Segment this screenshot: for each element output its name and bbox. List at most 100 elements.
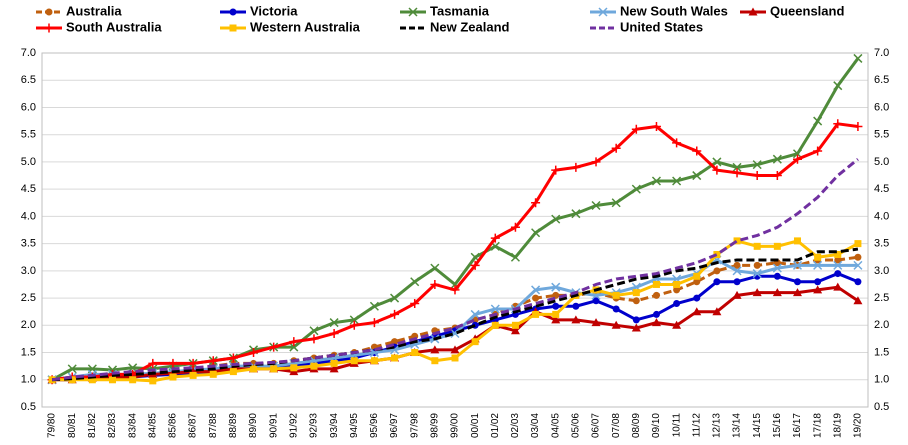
point-marker <box>692 307 702 316</box>
x-tick-label: 95/96 <box>369 413 380 438</box>
point-marker <box>270 365 278 373</box>
point-marker <box>612 305 620 313</box>
point-marker <box>490 304 500 314</box>
point-marker <box>229 368 237 376</box>
y2-tick-label: 3.0 <box>874 265 889 277</box>
point-marker <box>450 285 460 295</box>
x-tick-label: 09/10 <box>651 413 662 438</box>
point-marker <box>792 260 803 270</box>
series <box>51 158 859 382</box>
x-tick-label: 11/12 <box>691 413 702 438</box>
y-tick-label: 2.5 <box>21 292 36 304</box>
point-marker <box>249 348 259 358</box>
point-marker <box>510 252 520 262</box>
point-marker <box>552 302 560 310</box>
point-marker <box>833 119 843 129</box>
point-marker <box>712 307 722 316</box>
point-marker <box>692 171 702 181</box>
point-marker <box>813 146 823 156</box>
point-marker <box>410 277 420 287</box>
point-marker <box>490 233 500 243</box>
y2-tick-label: 0.5 <box>874 401 889 413</box>
point-marker <box>572 302 580 310</box>
point-marker <box>732 290 742 299</box>
point-marker <box>631 323 641 332</box>
x-tick-label: 13/14 <box>732 413 743 438</box>
point-marker <box>773 242 781 250</box>
point-marker <box>752 171 762 181</box>
point-marker <box>330 359 338 367</box>
x-tick-label: 98/99 <box>429 413 440 438</box>
series <box>47 119 863 385</box>
point-marker <box>772 263 782 273</box>
x-tick-label: 90/91 <box>268 413 279 438</box>
point-marker <box>591 318 601 327</box>
point-marker <box>712 157 722 167</box>
point-marker <box>289 342 299 352</box>
x-tick-label: 06/07 <box>591 413 602 438</box>
point-marker <box>693 272 701 280</box>
point-marker <box>631 124 641 134</box>
x-tick-label: 93/94 <box>329 413 340 438</box>
point-marker <box>391 354 399 362</box>
point-marker <box>208 356 218 366</box>
point-marker <box>672 138 682 148</box>
point-marker <box>853 260 863 270</box>
point-marker <box>228 353 238 363</box>
y-tick-label: 1.0 <box>21 374 36 386</box>
point-marker <box>833 260 843 270</box>
point-marker <box>813 285 823 294</box>
point-marker <box>591 200 601 211</box>
point-marker <box>651 122 661 132</box>
point-marker <box>168 358 178 368</box>
point-marker <box>551 282 561 292</box>
point-marker <box>571 315 581 324</box>
point-marker <box>470 309 480 319</box>
point-marker <box>713 251 721 259</box>
point-marker <box>309 326 319 336</box>
point-marker <box>329 318 339 328</box>
x-tick-label: 03/04 <box>530 413 541 438</box>
point-marker <box>772 171 782 181</box>
point-marker <box>309 334 319 344</box>
x-tick-label: 07/08 <box>611 413 622 438</box>
point-marker <box>853 122 863 132</box>
x-tick-label: 79/80 <box>47 413 58 438</box>
point-marker <box>632 316 640 324</box>
y-tick-label: 7.0 <box>21 47 36 59</box>
x-tick-label: 99/00 <box>450 413 461 438</box>
point-marker <box>853 296 863 305</box>
point-marker <box>189 371 197 379</box>
point-marker <box>732 162 742 172</box>
point-marker <box>752 288 762 297</box>
point-marker <box>752 269 762 279</box>
point-marker <box>67 364 77 374</box>
point-marker <box>712 165 722 175</box>
legend-label: Australia <box>66 3 122 18</box>
x-tick-label: 15/16 <box>772 413 783 438</box>
x-tick-label: 85/86 <box>168 413 179 438</box>
point-marker <box>814 253 822 261</box>
x-tick-label: 88/89 <box>228 413 239 438</box>
y-tick-label: 6.0 <box>21 101 36 113</box>
point-marker <box>772 154 782 164</box>
legend-marker <box>598 7 608 17</box>
y2-tick-label: 4.5 <box>874 183 889 195</box>
point-marker <box>430 263 440 273</box>
point-marker <box>129 376 137 384</box>
y-tick-label: 5.5 <box>21 129 36 141</box>
point-marker <box>431 357 439 365</box>
point-marker <box>531 285 541 295</box>
point-marker <box>632 297 640 305</box>
point-marker <box>672 320 682 329</box>
point-marker <box>693 278 701 286</box>
point-marker <box>149 377 157 385</box>
x-tick-label: 17/18 <box>812 413 823 438</box>
point-marker <box>753 242 761 250</box>
legend-label: Victoria <box>250 3 298 18</box>
point-marker <box>772 288 782 297</box>
point-marker <box>510 326 520 335</box>
x-tick-label: 14/15 <box>752 413 763 438</box>
point-marker <box>430 345 440 354</box>
y-tick-label: 3.5 <box>21 238 36 250</box>
